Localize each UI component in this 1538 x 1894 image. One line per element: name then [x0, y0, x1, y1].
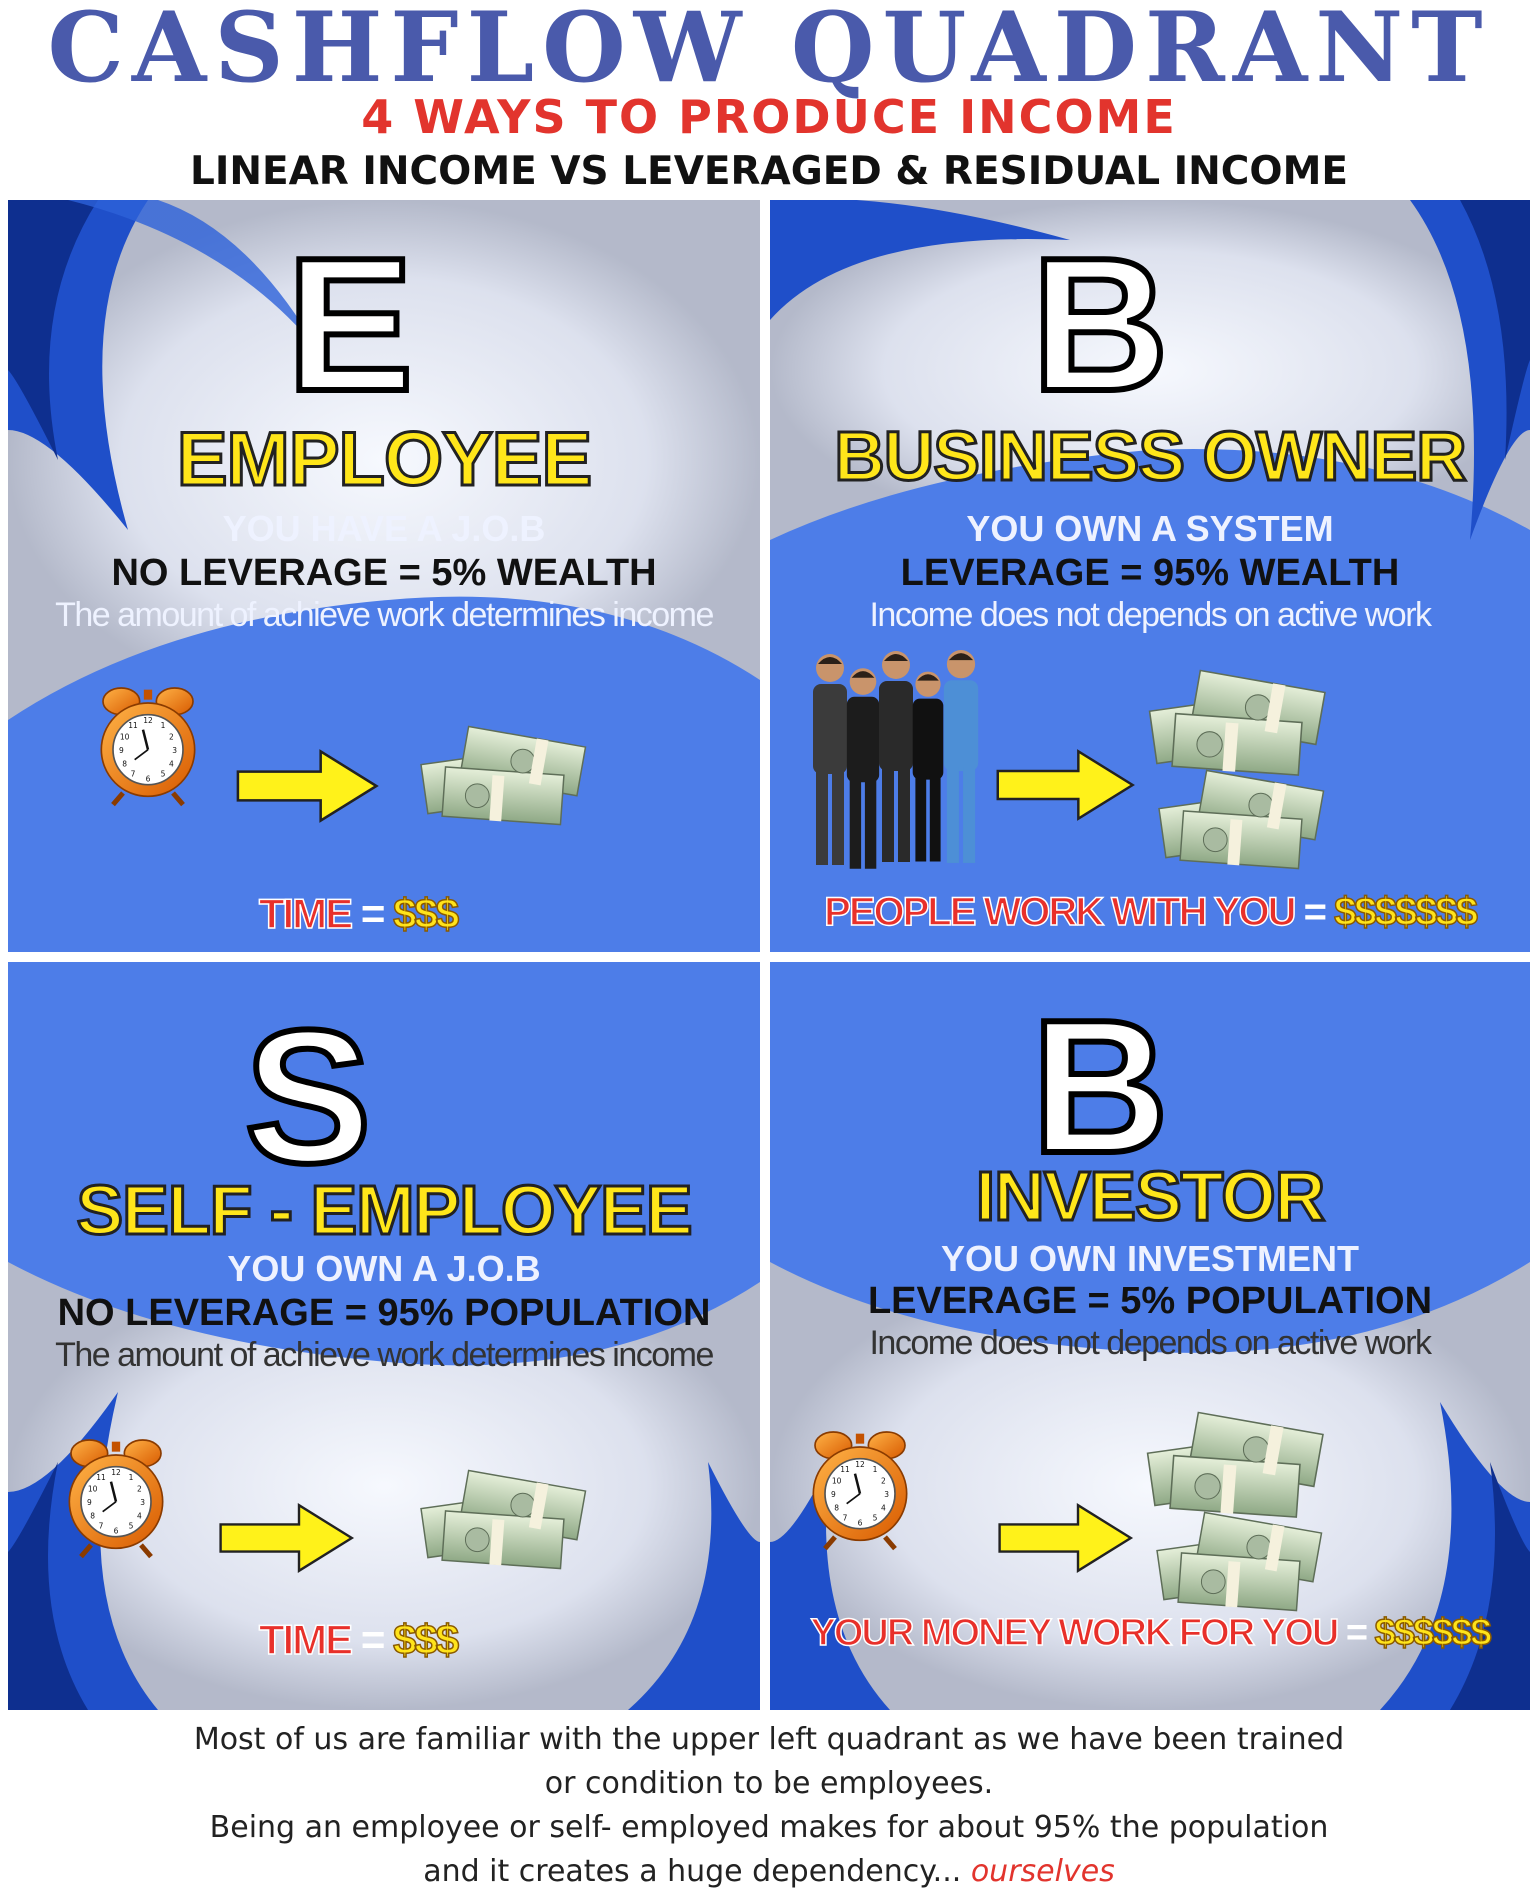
footer-emphasis: ourselves	[970, 1854, 1115, 1889]
money-stack-icon	[414, 1460, 592, 1570]
footer-text: Most of us are familiar with the upper l…	[0, 1718, 1538, 1894]
arrow-right-icon	[236, 748, 380, 824]
formula-left: PEOPLE WORK WITH YOU	[823, 889, 1297, 935]
income-formula: TIME = $$$	[158, 1615, 558, 1664]
header: CASHFLOW QUADRANT 4 WAYS TO PRODUCE INCO…	[0, 0, 1538, 200]
role-line-3: Income does not depends on active work	[869, 1324, 1432, 1362]
arrow-right-icon	[996, 748, 1136, 822]
quadrant-letter: S	[242, 991, 375, 1203]
quadrant-letter: B	[1028, 219, 1171, 431]
quadrant-employee: E EMPLOYEE YOU HAVE A J.O.B NO LEVERAGE …	[8, 200, 760, 952]
panel-background	[8, 200, 760, 952]
arrow-right-icon	[194, 1502, 380, 1574]
role-line-2: NO LEVERAGE = 95% POPULATION	[57, 1292, 711, 1334]
business-team-icon	[813, 650, 979, 869]
role-line-1: YOU OWN A SYSTEM	[966, 508, 1334, 549]
role-line-3: The amount of achieve work determines in…	[55, 1336, 714, 1374]
income-formula: TIME = $$$	[158, 889, 558, 938]
formula-eq: =	[351, 1616, 394, 1663]
quadrant-grid: E EMPLOYEE YOU HAVE A J.O.B NO LEVERAGE …	[8, 200, 1530, 1710]
role-line-2: NO LEVERAGE = 5% WEALTH	[111, 552, 657, 594]
page-title: CASHFLOW QUADRANT	[47, 0, 1491, 104]
formula-eq: =	[1294, 890, 1335, 934]
money-stack-icon	[414, 716, 592, 826]
role-line-2: LEVERAGE = 5% POPULATION	[867, 1280, 1433, 1322]
alarm-clock-icon	[66, 1430, 166, 1565]
formula-right: $$$	[392, 889, 460, 938]
role-title: EMPLOYEE	[175, 416, 593, 504]
formula-eq: =	[351, 890, 394, 937]
footer-line-3: Being an employee or self- employed make…	[209, 1810, 1329, 1845]
quadrant-letter: B	[1028, 981, 1171, 1193]
role-title: BUSINESS OWNER	[833, 416, 1469, 497]
income-formula: YOUR MONEY WORK FOR YOU = $$$$$$	[770, 1611, 1530, 1655]
footer-line-1: Most of us are familiar with the upper l…	[193, 1722, 1345, 1757]
alarm-clock-icon	[98, 678, 198, 813]
role-title: INVESTOR	[974, 1156, 1327, 1237]
role-line-1: YOU OWN INVESTMENT	[940, 1238, 1359, 1279]
footer-line-4-text: and it creates a huge dependency...	[423, 1854, 971, 1889]
footer-line-4: and it creates a huge dependency... ours…	[0, 1850, 1538, 1894]
role-title: SELF - EMPLOYEE	[75, 1170, 694, 1251]
formula-left: YOUR MONEY WORK FOR YOU	[810, 1611, 1340, 1655]
money-stack-icon	[1150, 1502, 1328, 1612]
quadrant-letter: E	[284, 219, 417, 431]
quadrant-investor: B INVESTOR YOU OWN INVESTMENT LEVERAGE =…	[770, 962, 1530, 1710]
formula-right: $$$$$$$	[1333, 889, 1478, 935]
role-line-3: Income does not depends on active work	[869, 596, 1432, 634]
arrow-right-icon	[996, 1502, 1136, 1574]
role-line-1: YOU OWN A J.O.B	[227, 1248, 541, 1289]
page-tagline: LINEAR INCOME VS LEVERAGED & RESIDUAL IN…	[189, 149, 1349, 194]
panel-background	[770, 962, 1530, 1710]
role-line-3: The amount of achieve work determines in…	[55, 596, 714, 634]
formula-eq: =	[1337, 1612, 1375, 1654]
income-formula: PEOPLE WORK WITH YOU = $$$$$$$	[770, 889, 1530, 935]
quadrant-self-employee: S SELF - EMPLOYEE YOU OWN A J.O.B NO LEV…	[8, 962, 760, 1710]
footer-line-2: or condition to be employees.	[544, 1766, 994, 1801]
formula-left: TIME	[258, 889, 354, 938]
money-stack-icon	[1142, 660, 1332, 776]
panel-background	[8, 962, 760, 1710]
role-line-1: YOU HAVE A J.O.B	[222, 508, 546, 549]
formula-right: $$$	[392, 1615, 460, 1664]
panel-background	[770, 200, 1530, 952]
alarm-clock-icon	[810, 1422, 910, 1557]
formula-right: $$$$$$	[1374, 1611, 1492, 1655]
formula-left: TIME	[258, 1615, 354, 1664]
money-stack-icon	[1152, 760, 1330, 870]
role-line-2: LEVERAGE = 95% WEALTH	[900, 552, 1400, 594]
page-subtitle: 4 WAYS TO PRODUCE INCOME	[361, 90, 1177, 144]
quadrant-business-owner: B BUSINESS OWNER YOU OWN A SYSTEM LEVERA…	[770, 200, 1530, 952]
money-stack-icon	[1140, 1402, 1330, 1518]
